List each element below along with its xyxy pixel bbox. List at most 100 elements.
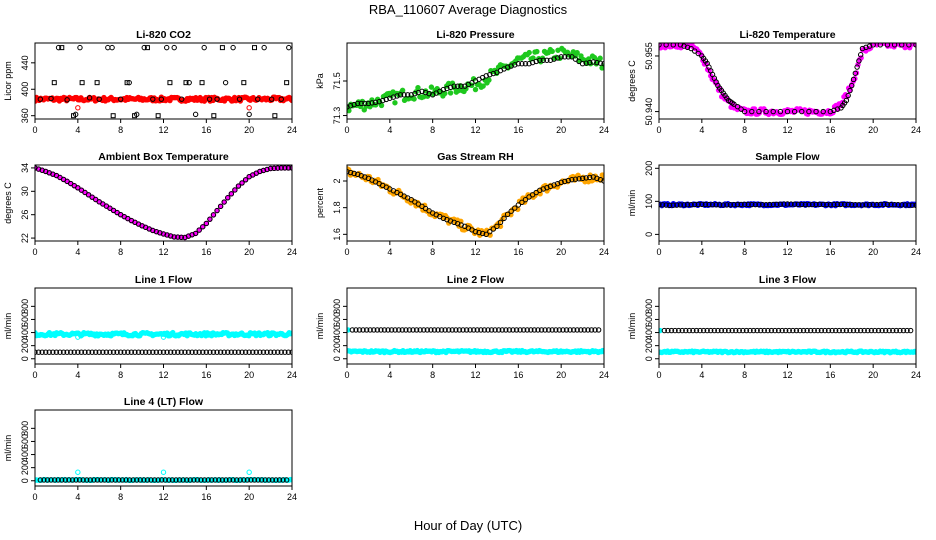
data-point [743,327,750,334]
data-point [217,349,224,355]
chart-title: Li-820 Pressure [436,29,514,41]
data-point [164,349,170,355]
data-point [788,201,794,207]
data-point [504,64,511,70]
data-point [214,207,220,214]
data-point [110,113,116,119]
data-point [189,349,195,355]
data-point [659,201,662,208]
data-point [747,327,753,334]
data-point [590,59,596,65]
data-point [488,327,495,333]
data-point [724,202,730,208]
data-point [804,327,810,334]
data-point [547,57,554,63]
data-point [167,349,174,355]
data-point [241,477,247,483]
y-tick-label: 800 [332,299,342,314]
data-point [809,201,816,208]
data-point [775,327,782,334]
data-point [246,105,252,111]
data-point [387,95,393,101]
x-tick-label: 24 [911,125,921,135]
data-point [800,327,807,334]
data-point [289,476,292,483]
y-tick-label: 800 [644,299,654,314]
data-point [413,327,420,333]
data-point [105,477,111,483]
data-point [474,327,480,333]
data-point [351,170,357,177]
data-point [795,201,801,208]
data-point [167,80,173,86]
data-point [210,212,217,218]
chart-panel: Line 1 Flow ml/min 0 4 8 12 16 20 24 0 20040060080… [3,274,297,380]
data-point [369,100,375,106]
data-point [135,349,142,355]
data-point [142,349,149,355]
chart-title: Line 1 Flow [135,274,193,286]
data-point [89,349,95,355]
data-point [207,349,213,355]
data-point [75,349,81,355]
y-tick-label: 0 [644,356,654,361]
data-point [588,327,595,333]
data-point [843,327,850,334]
data-point [69,477,76,483]
chart-panel: Gas Stream RH percent 0 4 8 12 16 20 24 1.6 1.8 2 [315,151,609,257]
x-tick-label: 16 [825,247,835,257]
data-point [854,64,860,70]
data-point [740,327,746,334]
data-point [39,349,45,355]
data-point [667,202,673,209]
data-point [822,327,828,334]
data-point [415,85,421,91]
data-point [179,96,185,102]
data-point [390,94,397,100]
x-tick-label: 20 [244,247,254,257]
x-tick-label: 8 [118,370,123,380]
data-point [659,202,666,208]
data-point [691,201,698,208]
data-point [483,231,489,238]
y-axis-label: degrees C [3,182,13,224]
data-point [117,96,124,102]
x-tick-label: 24 [599,247,609,257]
data-point [843,97,850,104]
x-tick-label: 20 [556,125,566,135]
data-point [770,108,776,115]
data-point [663,202,669,208]
x-tick-label: 4 [387,247,392,257]
data-point [836,327,842,334]
plot-area [659,327,916,356]
x-tick-label: 24 [287,125,297,135]
chart-title: Line 4 (LT) Flow [124,396,204,408]
data-point [456,327,463,333]
data-point [235,183,242,189]
data-point [799,108,805,115]
data-point [371,327,377,333]
y-tick-label: 26 [20,210,30,220]
x-tick-label: 16 [201,492,211,502]
data-point [358,100,364,107]
data-point [765,327,771,334]
chart-title: Line 2 Flow [447,274,505,286]
data-point [534,48,540,55]
data-point [80,477,86,483]
data-point [228,349,235,355]
data-point [255,477,261,483]
data-point [282,349,288,355]
data-point [570,327,577,333]
data-point [847,327,853,334]
data-point [522,61,529,67]
data-point [899,43,905,48]
data-point [881,201,887,208]
data-point [454,83,461,89]
data-point [856,202,862,208]
data-point [412,90,418,97]
data-point [426,90,432,97]
data-point [772,327,778,334]
data-point [214,96,220,102]
data-point [415,89,422,96]
data-point [160,334,167,340]
